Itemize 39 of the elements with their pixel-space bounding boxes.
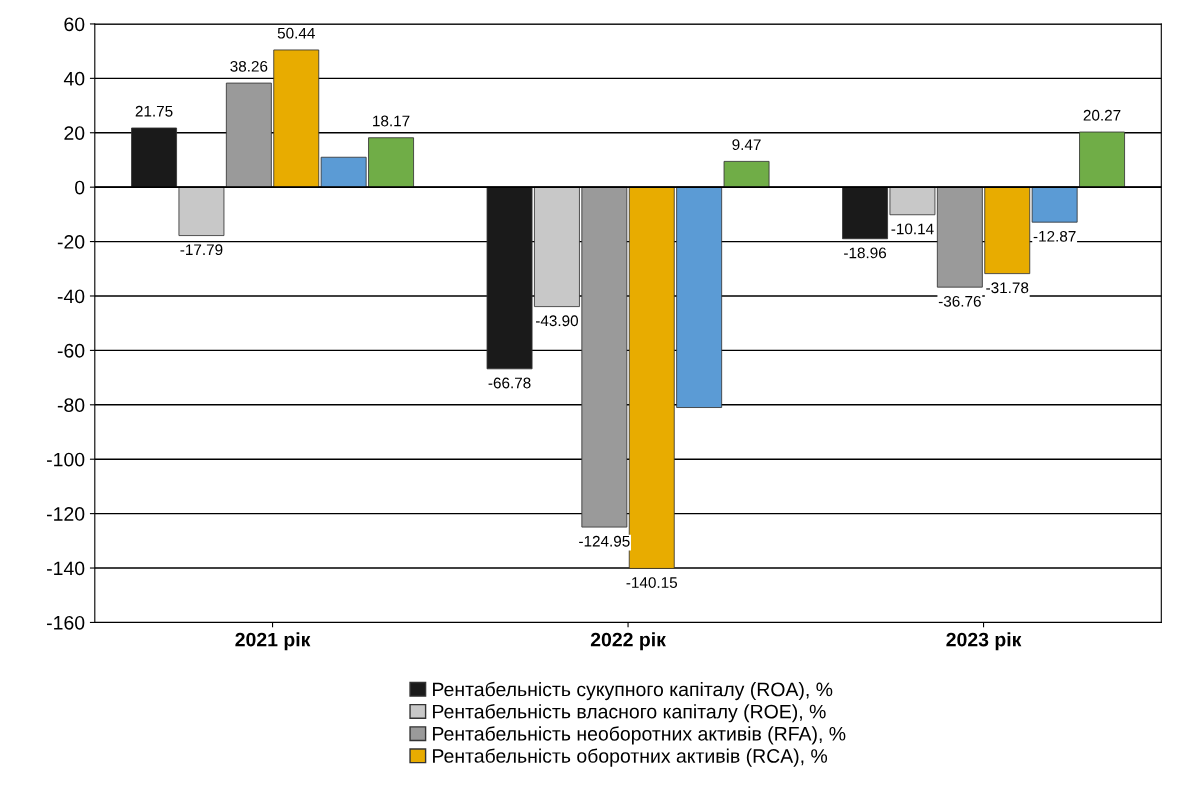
data-label: -66.78 [488,377,531,389]
legend-label: Рентабельність оборотних активів (RCA), % [433,748,828,767]
data-label: -17.79 [180,244,223,256]
data-label: -10.14 [891,223,934,235]
data-label: 38.26 [230,60,268,72]
y-tick-label: 40 [63,71,85,86]
data-label: -124.95 [579,535,630,547]
data-label: -43.90 [535,315,579,327]
y-tick-label: 20 [64,126,85,140]
y-tick-label: -80 [57,398,85,413]
bar [131,127,177,188]
data-label: 18.17 [373,115,410,127]
legend-label: Рентабельність власного капіталу (ROE), % [433,704,826,723]
data-label: 21.75 [135,105,173,117]
data-label: -18.96 [844,247,887,259]
y-tick-label: -40 [57,289,85,304]
data-label: 50.44 [277,27,315,39]
y-tick-label: -20 [57,235,85,249]
bar [1079,131,1125,188]
y-tick-label: 60 [64,17,85,32]
data-label: 9.47 [732,139,761,151]
y-tick-label: -140 [47,561,85,576]
data-label: 20.27 [1083,109,1121,121]
data-label: -140.15 [626,577,678,588]
legend-label: Рентабельність необоротних активів (RFA), % [433,726,846,745]
legend-label: Рентабельність сукупного капіталу (ROA), % [433,681,833,701]
data-label: -31.78 [986,282,1029,294]
y-tick-label: -60 [57,343,85,358]
data-label: -12.87 [1033,230,1076,242]
x-tick-label: 2022 рік [590,632,666,651]
y-tick-label: -160 [47,615,85,630]
y-tick-label: 0 [75,180,85,195]
x-tick-label: 2023 рік [946,632,1022,651]
y-tick-label: -120 [47,507,85,521]
y-tick-label: -100 [47,452,85,467]
data-label: -36.76 [938,295,981,307]
bar [723,160,770,188]
x-tick-label: 2021 рік [235,632,311,651]
bar [178,186,225,236]
